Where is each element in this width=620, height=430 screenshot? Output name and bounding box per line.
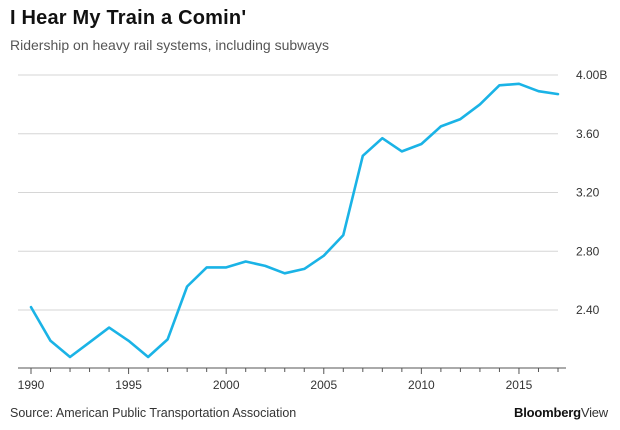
ridership-series-line (29, 82, 560, 359)
y-tick-label: 3.60 (576, 127, 600, 141)
x-tick-label: 2005 (310, 378, 337, 392)
y-tick-label: 3.20 (576, 186, 600, 200)
x-tick-label: 2010 (408, 378, 435, 392)
x-tick-label: 1995 (115, 378, 142, 392)
logo-bold-text: Bloomberg (514, 405, 581, 420)
x-tick-label: 2015 (506, 378, 533, 392)
publisher-logo: BloombergView (514, 405, 608, 420)
y-tick-label: 4.00B (576, 68, 607, 82)
source-note: Source: American Public Transportation A… (10, 406, 297, 420)
x-tick-label: 1990 (18, 378, 45, 392)
y-tick-label: 2.40 (576, 303, 600, 317)
y-tick-label: 2.80 (576, 244, 600, 258)
x-tick-label: 2000 (213, 378, 240, 392)
logo-light-text: View (580, 405, 608, 420)
chart-subtitle: Ridership on heavy rail systems, includi… (10, 37, 330, 53)
chart-title: I Hear My Train a Comin' (10, 7, 247, 29)
